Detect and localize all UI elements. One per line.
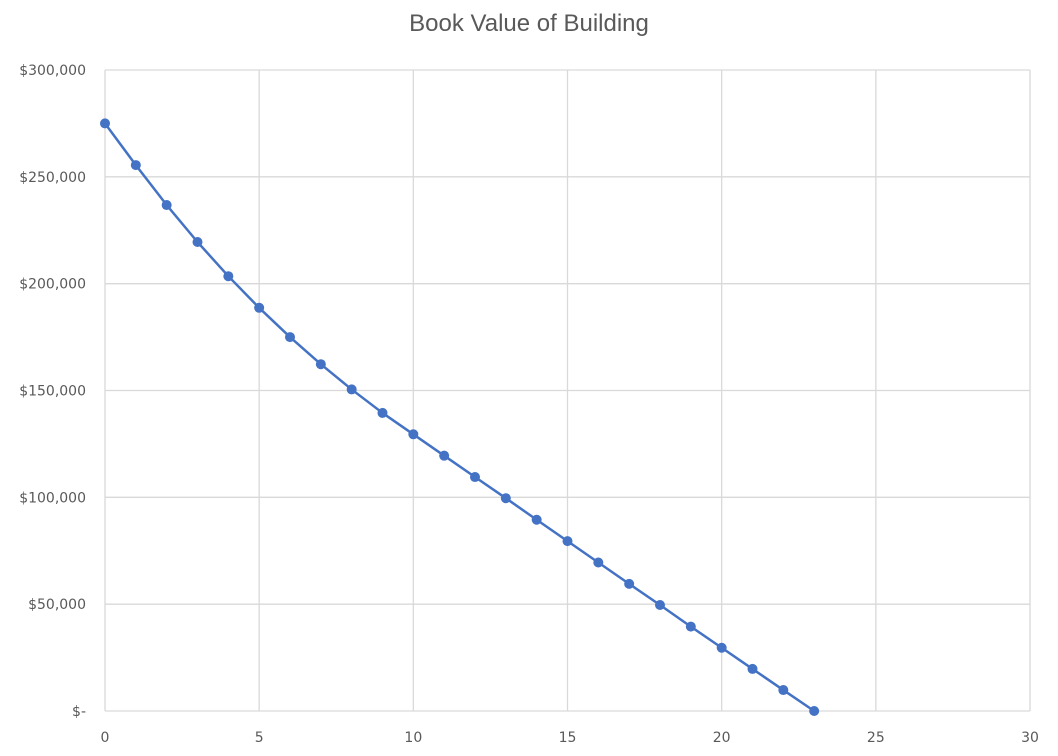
data-point [562, 536, 573, 547]
data-point [470, 472, 480, 483]
data-point [500, 493, 511, 504]
data-point [593, 557, 604, 568]
y-axis-ticks: $- $50,000 $100,000 $150,000 $200,000 $250,00… [19, 63, 86, 720]
data-point [685, 621, 696, 632]
y-tick-label: $50,000 [28, 597, 86, 613]
x-tick-label: 10 [404, 730, 422, 746]
data-point [716, 642, 727, 653]
y-tick-label: $200,000 [19, 277, 86, 293]
data-point [624, 578, 635, 589]
data-point [285, 332, 295, 343]
x-tick-label: 0 [101, 730, 110, 746]
chart-title: Book Value of Building [409, 10, 649, 37]
data-point [192, 237, 203, 248]
x-tick-label: 30 [1021, 730, 1039, 746]
data-point [809, 706, 820, 716]
data-point [655, 600, 665, 611]
data-point [254, 302, 265, 313]
x-tick-label: 5 [255, 730, 264, 746]
y-tick-label: $100,000 [19, 490, 86, 506]
x-axis-ticks: 0 5 10 15 20 25 30 [101, 730, 1039, 746]
x-tick-label: 15 [559, 730, 577, 746]
data-point [223, 271, 234, 282]
data-point [130, 160, 141, 171]
y-tick-label: $150,000 [19, 384, 86, 400]
series-line [103, 122, 815, 713]
series-layer [100, 118, 820, 716]
data-point [408, 429, 419, 440]
data-point [778, 685, 789, 696]
y-tick-label: $250,000 [19, 170, 86, 186]
y-tick-label: $300,000 [19, 63, 86, 79]
data-point [747, 663, 758, 674]
data-point [531, 514, 542, 525]
y-tick-label: $- [72, 704, 86, 720]
x-tick-label: 20 [713, 730, 731, 746]
data-point [100, 118, 110, 129]
data-point [377, 407, 388, 418]
grid [104, 69, 1031, 712]
x-tick-label: 25 [867, 730, 885, 746]
data-point [439, 450, 450, 461]
data-point [161, 200, 172, 211]
data-point [315, 359, 326, 370]
data-point [346, 384, 357, 395]
